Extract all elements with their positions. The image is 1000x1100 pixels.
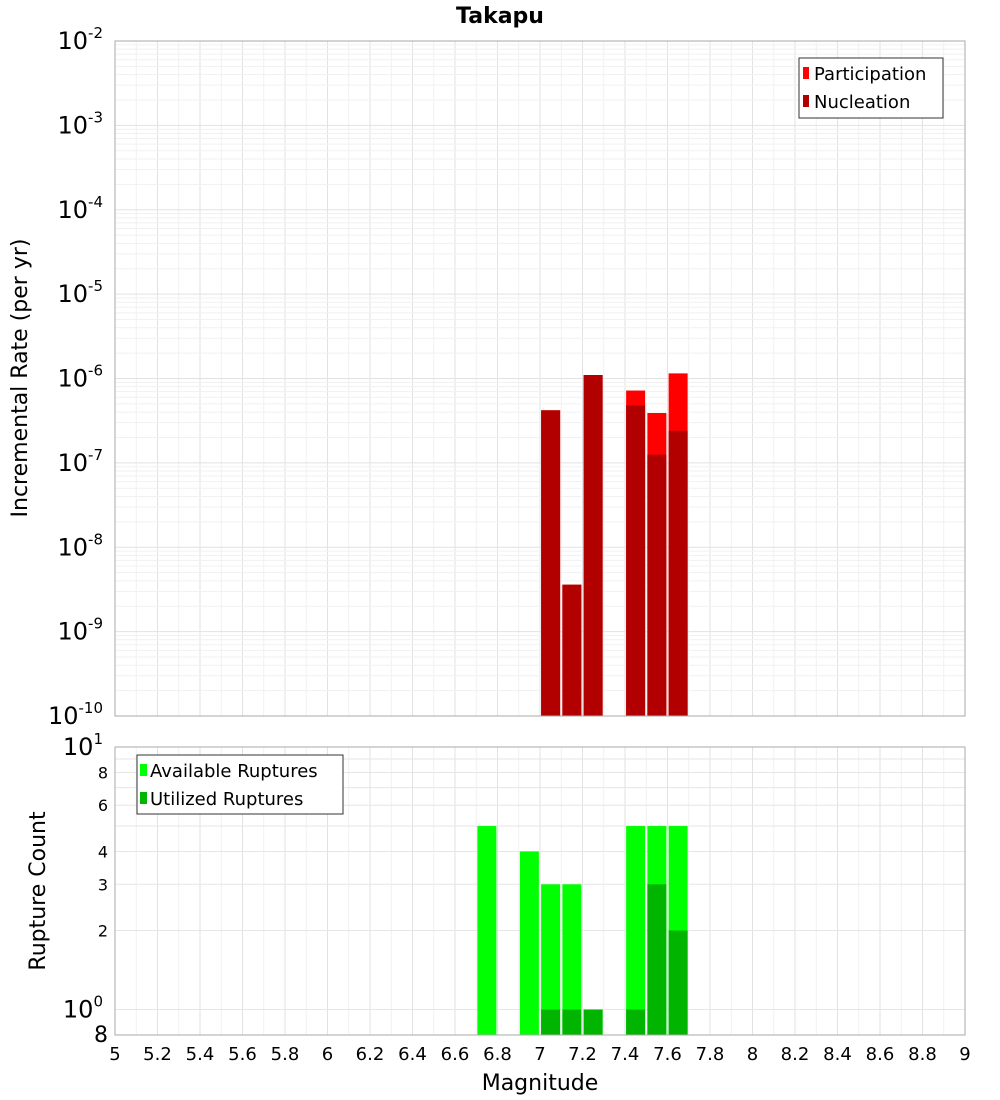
- bottom-y-minor-tick-label: 3: [98, 875, 108, 894]
- x-axis-label: Magnitude: [482, 1071, 599, 1096]
- x-tick-label: 7: [534, 1044, 545, 1065]
- x-tick-label: 6.4: [398, 1044, 427, 1065]
- legend-swatch-available-ruptures: [140, 764, 147, 776]
- nucleation-bar: [562, 584, 582, 716]
- x-tick-label: 6.6: [441, 1044, 470, 1065]
- top-y-axis-label: Incremental Rate (per yr): [8, 239, 33, 518]
- bottom-y-floor-tick-label: 8: [94, 1023, 108, 1048]
- bottom-y-minor-tick-label: 4: [98, 842, 108, 861]
- top-y-tick-label: 10-5: [57, 277, 103, 308]
- utilized-ruptures-bar: [583, 1009, 603, 1035]
- x-tick-label: 8.4: [823, 1044, 852, 1065]
- x-tick-label: 8.2: [781, 1044, 810, 1065]
- bottom-legend: Available Ruptures Utilized Ruptures: [136, 754, 344, 815]
- available-ruptures-bar: [477, 826, 497, 1035]
- x-tick-label: 5: [109, 1044, 120, 1065]
- legend-label-available-ruptures: Available Ruptures: [150, 761, 318, 782]
- x-tick-label: 6: [322, 1044, 333, 1065]
- x-ticks: 5 5.2 5.4 5.6 5.8 6 6.2 6.4 6.6 6.8 7 7.2 7.4 7.6 7.8 8…: [109, 1044, 970, 1065]
- x-tick-label: 7.8: [696, 1044, 725, 1065]
- x-tick-label: 7.6: [653, 1044, 682, 1065]
- nucleation-bar: [647, 454, 667, 716]
- bottom-y-minor-tick-label: 8: [98, 763, 108, 782]
- bottom-y-axis-label: Rupture Count: [26, 811, 51, 971]
- utilized-ruptures-bar: [668, 930, 688, 1035]
- x-tick-label: 6.8: [483, 1044, 512, 1065]
- bottom-y-tick-label: 100: [63, 993, 103, 1024]
- x-tick-label: 8.8: [908, 1044, 937, 1065]
- legend-label-nucleation: Nucleation: [814, 92, 910, 113]
- top-legend: Participation Nucleation: [798, 57, 944, 119]
- x-tick-label: 5.2: [143, 1044, 172, 1065]
- available-ruptures-bar: [626, 826, 646, 1035]
- legend-swatch-nucleation: [803, 95, 809, 107]
- top-y-tick-label: 10-7: [57, 446, 103, 477]
- chart-title: Takapu: [456, 4, 544, 29]
- bottom-bars: [477, 826, 688, 1035]
- top-y-tick-label: 10-8: [57, 530, 103, 561]
- top-plot: 10-2 10-3 10-4 10-5 10-6 10-7 10-8 10-9 10-10 In…: [8, 24, 966, 730]
- nucleation-bar: [668, 430, 688, 716]
- x-tick-label: 7.2: [568, 1044, 597, 1065]
- top-y-tick-label: 10-9: [57, 615, 103, 646]
- legend-swatch-utilized-ruptures: [140, 792, 147, 804]
- top-legend-box: [798, 57, 944, 119]
- legend-label-participation: Participation: [814, 64, 926, 85]
- bottom-y-minor-tick-label: 6: [98, 796, 108, 815]
- x-tick-label: 8: [747, 1044, 758, 1065]
- bottom-y-minor-tick-label: 2: [98, 922, 108, 941]
- x-tick-label: 8.6: [866, 1044, 895, 1065]
- x-tick-label: 7.4: [611, 1044, 640, 1065]
- top-y-tick-label: 10-10: [48, 699, 103, 730]
- top-y-tick-label: 10-4: [57, 193, 103, 224]
- top-y-tick-label: 10-6: [57, 362, 103, 393]
- bottom-legend-box: [136, 754, 344, 815]
- utilized-ruptures-bar: [626, 1009, 646, 1035]
- top-grid: [114, 41, 966, 717]
- bottom-plot-border: [114, 746, 966, 1036]
- utilized-ruptures-bar: [541, 1009, 561, 1035]
- utilized-ruptures-bar: [562, 1009, 582, 1035]
- x-tick-label: 5.6: [228, 1044, 257, 1065]
- nucleation-bar: [583, 375, 603, 716]
- top-y-tick-label: 10-3: [57, 108, 103, 139]
- utilized-ruptures-bar: [647, 884, 667, 1035]
- legend-label-utilized-ruptures: Utilized Ruptures: [150, 789, 303, 810]
- available-ruptures-bar: [541, 884, 561, 1035]
- nucleation-bar: [626, 405, 646, 716]
- x-tick-label: 6.2: [356, 1044, 385, 1065]
- x-tick-label: 5.8: [271, 1044, 300, 1065]
- x-tick-label: 9: [959, 1044, 970, 1065]
- bottom-y-tick-label: 101: [63, 730, 103, 761]
- x-tick-label: 5.4: [186, 1044, 215, 1065]
- nucleation-bar: [541, 410, 561, 716]
- available-ruptures-bar: [562, 884, 582, 1035]
- legend-swatch-participation: [803, 67, 809, 79]
- top-y-tick-label: 10-2: [57, 24, 103, 55]
- top-plot-border: [114, 40, 966, 717]
- top-y-ticks: 10-2 10-3 10-4 10-5 10-6 10-7 10-8 10-9 10-10: [48, 24, 103, 730]
- top-bars: [541, 373, 688, 716]
- available-ruptures-bar: [519, 851, 539, 1035]
